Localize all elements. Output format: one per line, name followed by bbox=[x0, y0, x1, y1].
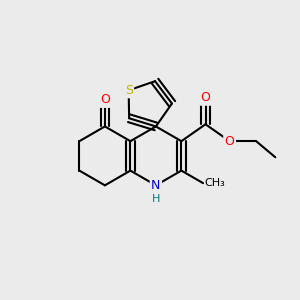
Text: O: O bbox=[225, 135, 235, 148]
Text: O: O bbox=[100, 93, 110, 106]
Text: S: S bbox=[125, 84, 133, 97]
Text: CH₃: CH₃ bbox=[205, 178, 225, 188]
Text: N: N bbox=[151, 179, 160, 192]
Text: O: O bbox=[201, 91, 210, 104]
Text: H: H bbox=[152, 194, 160, 204]
